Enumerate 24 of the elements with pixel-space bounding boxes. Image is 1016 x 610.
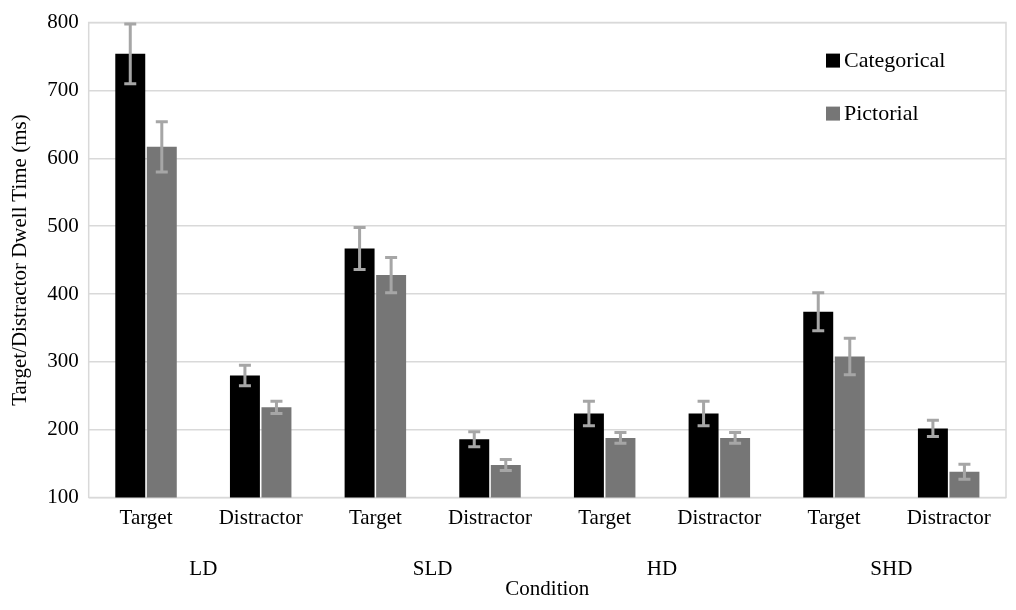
x-tick-label: Distractor [448, 504, 533, 529]
y-tick-label: 200 [47, 416, 79, 441]
x-tick-label: Target [348, 504, 402, 529]
x-axis-title: Condition [505, 575, 590, 600]
text: SHD [870, 556, 913, 581]
text: SLD [412, 556, 453, 581]
x-tick-label: Target [807, 504, 861, 529]
y-axis-title: Target/Distractor Dwell Time (ms) [7, 114, 32, 406]
x-tick-label: Target [578, 504, 632, 529]
x-tick-label: Target [119, 504, 173, 529]
y-tick-label: 400 [47, 280, 79, 305]
y-tick-label: 500 [47, 212, 79, 237]
text: HD [646, 556, 678, 581]
text: LD [189, 556, 218, 581]
x-tick-label: Distractor [677, 504, 762, 529]
legend-label: Categorical [844, 47, 946, 73]
y-tick-label: 600 [47, 144, 79, 169]
y-tick-label: 300 [47, 348, 79, 373]
x-tick-label: Distractor [218, 504, 303, 529]
legend-label: Pictorial [844, 100, 919, 126]
y-tick-label: 800 [47, 9, 79, 34]
y-tick-label: 100 [47, 484, 79, 509]
y-tick-label: 700 [47, 76, 79, 101]
x-tick-label: Distractor [906, 504, 991, 529]
